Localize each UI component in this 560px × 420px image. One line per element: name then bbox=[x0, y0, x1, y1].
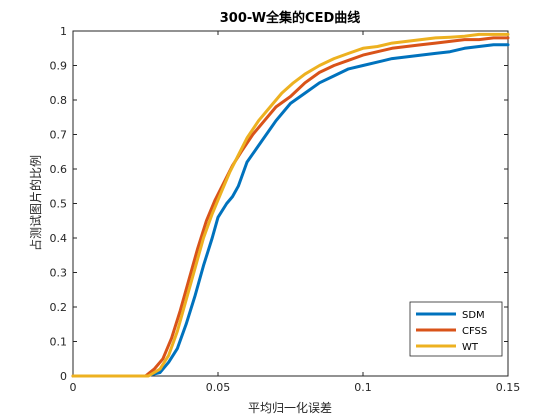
y-tick-label: 0.1 bbox=[50, 336, 68, 349]
chart-title: 300-W全集的CED曲线 bbox=[220, 10, 361, 26]
legend-label-cfss: CFSS bbox=[462, 326, 487, 337]
y-tick-label: 0.9 bbox=[50, 60, 68, 73]
legend-label-wt: WT bbox=[462, 342, 479, 353]
y-tick-label: 0.6 bbox=[50, 163, 68, 176]
y-tick-label: 0.3 bbox=[50, 267, 68, 280]
legend: SDM CFSS WT bbox=[409, 301, 503, 357]
y-tick-label: 0 bbox=[60, 370, 67, 383]
x-axis: 0 0.05 0.1 0.15 bbox=[70, 31, 521, 394]
y-tick-label: 0.8 bbox=[50, 94, 68, 107]
x-tick-label: 0.15 bbox=[496, 381, 521, 394]
series-line-sdm bbox=[71, 43, 510, 378]
legend-label-sdm: SDM bbox=[462, 310, 485, 321]
x-axis-label: 平均归一化误差 bbox=[248, 401, 332, 415]
x-tick-label: 0 bbox=[70, 381, 77, 394]
y-tick-label: 1 bbox=[60, 25, 67, 38]
y-tick-label: 0.2 bbox=[50, 301, 68, 314]
x-tick-label: 0.1 bbox=[354, 381, 372, 394]
y-axis: 0 0.1 0.2 0.3 0.4 0.5 0.6 0.7 0.8 0.9 1 bbox=[50, 25, 508, 383]
series-lines bbox=[71, 32, 510, 378]
x-tick-label: 0.05 bbox=[206, 381, 231, 394]
y-axis-label: 占测试图片的比例 bbox=[28, 155, 43, 251]
series-line-wt bbox=[71, 32, 510, 378]
y-tick-label: 0.5 bbox=[50, 198, 68, 211]
series-line-cfss bbox=[71, 36, 510, 378]
y-tick-label: 0.4 bbox=[50, 232, 68, 245]
y-tick-label: 0.7 bbox=[50, 129, 68, 142]
